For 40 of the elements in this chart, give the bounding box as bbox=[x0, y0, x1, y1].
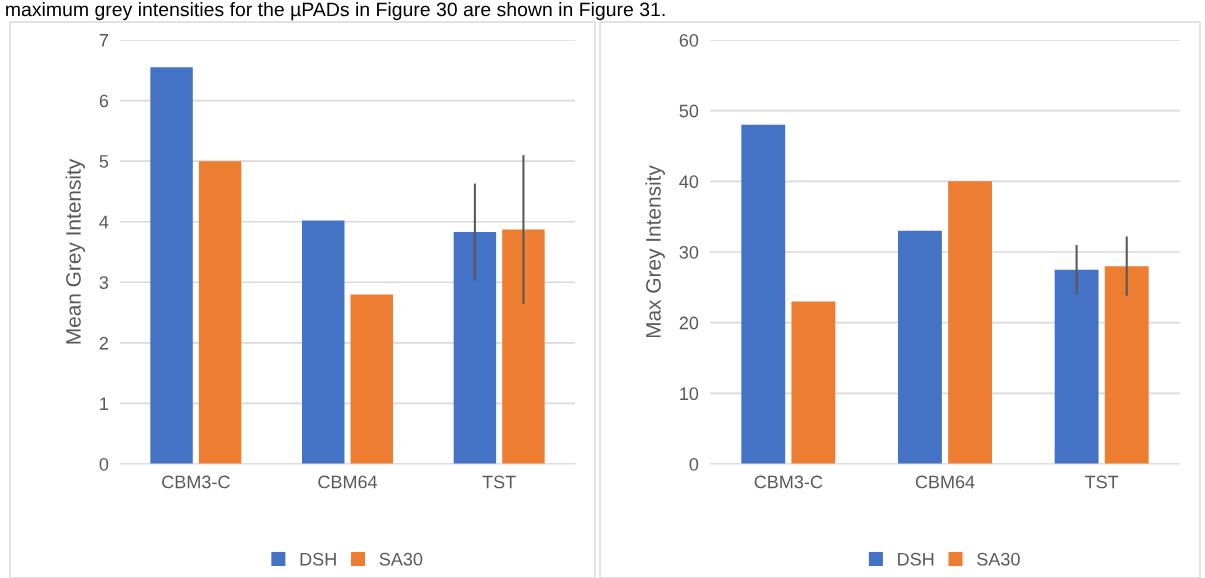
legend-label: DSH bbox=[898, 552, 934, 566]
x-tick-label: CBM3-C bbox=[162, 475, 230, 489]
bar bbox=[741, 124, 786, 464]
legend-label: SA30 bbox=[379, 552, 423, 566]
y-tick-label: 60 bbox=[679, 33, 699, 47]
bar bbox=[198, 161, 242, 464]
y-tick-label: 2 bbox=[99, 336, 108, 350]
bar bbox=[453, 232, 497, 464]
y-tick-label: 7 bbox=[99, 34, 108, 47]
bar bbox=[150, 67, 193, 464]
bar bbox=[791, 301, 836, 464]
bar bbox=[1104, 266, 1149, 464]
x-tick-label: CBM3-C bbox=[754, 475, 823, 489]
x-tick-label: CBM64 bbox=[915, 475, 975, 489]
legend-label: SA30 bbox=[977, 552, 1020, 566]
y-tick-label: 5 bbox=[99, 155, 109, 168]
y-tick-label: 1 bbox=[100, 397, 109, 410]
y-tick-label: 40 bbox=[679, 175, 699, 189]
bar bbox=[1054, 269, 1099, 464]
legend-label: DSH bbox=[300, 552, 336, 566]
bar bbox=[948, 181, 992, 464]
bar bbox=[350, 294, 393, 464]
y-axis-title: Mean Grey Intensity bbox=[65, 158, 85, 344]
x-tick-label: CBM64 bbox=[318, 475, 378, 489]
y-axis-title: Max Grey Intensity bbox=[645, 165, 665, 338]
bar bbox=[302, 220, 345, 464]
x-tick-label: TST bbox=[482, 475, 516, 489]
y-tick-label: 50 bbox=[679, 104, 699, 118]
y-tick-label: 4 bbox=[99, 215, 109, 229]
y-tick-label: 30 bbox=[679, 245, 699, 259]
y-tick-label: 0 bbox=[689, 457, 699, 471]
text: maximum grey intensities for the µPADs in Figure 30 are shown in Figure 31. bbox=[6, 2, 665, 21]
y-tick-label: 20 bbox=[679, 316, 699, 330]
bar bbox=[898, 230, 942, 464]
y-tick-label: 10 bbox=[680, 387, 699, 401]
y-tick-label: 6 bbox=[99, 94, 109, 108]
y-tick-label: 3 bbox=[99, 276, 109, 290]
y-tick-label: 0 bbox=[99, 457, 109, 471]
bar bbox=[502, 229, 545, 464]
x-tick-label: TST bbox=[1085, 475, 1119, 489]
